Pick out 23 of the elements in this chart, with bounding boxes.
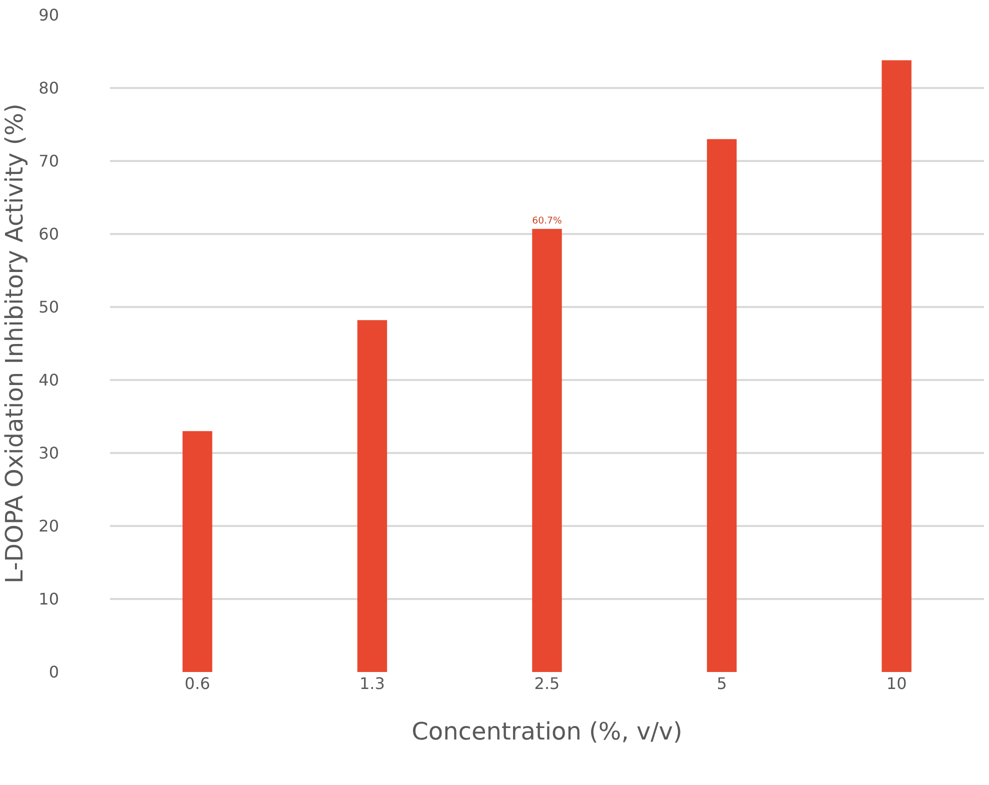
y-tick-label: 30	[38, 444, 59, 463]
x-axis-title: Concentration (%, v/v)	[412, 717, 682, 746]
y-axis-title: L-DOPA Oxidation Inhibitory Activity (%)	[0, 103, 29, 584]
x-tick-label: 5	[716, 674, 727, 693]
y-tick-label: 70	[38, 152, 59, 171]
y-tick-label: 60	[38, 224, 59, 244]
y-tick-label: 90	[38, 6, 59, 25]
x-tick-label: 0.6	[184, 674, 210, 693]
y-tick-label: 20	[38, 516, 59, 536]
bar	[882, 60, 912, 672]
x-tick-label: 1.3	[359, 674, 385, 693]
bar	[182, 431, 212, 672]
x-tick-label: 10	[886, 674, 907, 693]
y-tick-label: 10	[38, 590, 59, 609]
x-tick-label: 2.5	[534, 674, 560, 693]
y-tick-label: 80	[38, 78, 59, 98]
bar	[357, 320, 388, 672]
bar	[706, 139, 737, 672]
bar	[532, 228, 562, 672]
y-tick-label: 50	[38, 298, 59, 317]
data-label: 60.7%	[532, 216, 562, 227]
y-tick-label: 40	[38, 370, 59, 390]
y-tick-label: 0	[48, 662, 59, 682]
